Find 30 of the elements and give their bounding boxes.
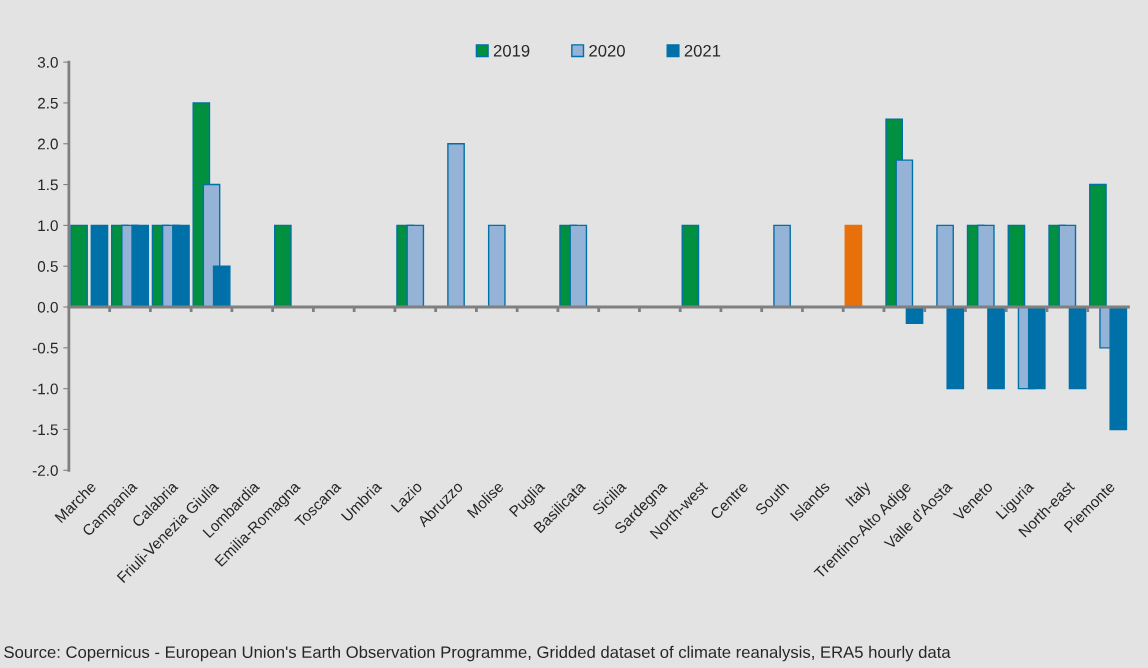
bar <box>1068 306 1087 390</box>
y-tick-label: 1.0 <box>38 220 58 232</box>
y-tick-label: 3.0 <box>37 56 58 68</box>
y-tick-label: 1.5 <box>38 179 58 191</box>
y-tick-label: -1.5 <box>32 424 58 436</box>
bar <box>487 224 506 308</box>
bar <box>936 224 954 308</box>
legend-label: 2021 <box>684 44 721 57</box>
y-tick-label: -1.0 <box>32 383 58 395</box>
bar <box>273 224 292 308</box>
bar <box>447 143 465 308</box>
bar <box>1089 183 1107 308</box>
y-tick-label: -2.0 <box>32 465 58 476</box>
y-tick-label: 0.0 <box>37 301 58 313</box>
legend-label: 2019 <box>493 44 530 57</box>
legend-label: 2020 <box>589 44 625 57</box>
bar <box>90 224 109 308</box>
y-tick-label: 2.5 <box>38 97 58 109</box>
bar <box>987 306 1005 390</box>
y-tick-label: 0.5 <box>37 261 58 272</box>
y-tick-label: -0.5 <box>32 342 58 354</box>
x-tick-label: Italy <box>844 480 874 509</box>
bar <box>1007 224 1026 308</box>
bar <box>844 224 863 308</box>
source-note: Source: Copernicus - European Union's Earth Observation Programme, Gridded dataset of climate reanalysis, ERA5 hourly data <box>4 645 951 662</box>
bar <box>681 224 700 308</box>
bar <box>70 224 88 308</box>
y-tick-label: 2.0 <box>38 138 58 150</box>
bar <box>773 224 791 308</box>
bar <box>946 306 965 390</box>
